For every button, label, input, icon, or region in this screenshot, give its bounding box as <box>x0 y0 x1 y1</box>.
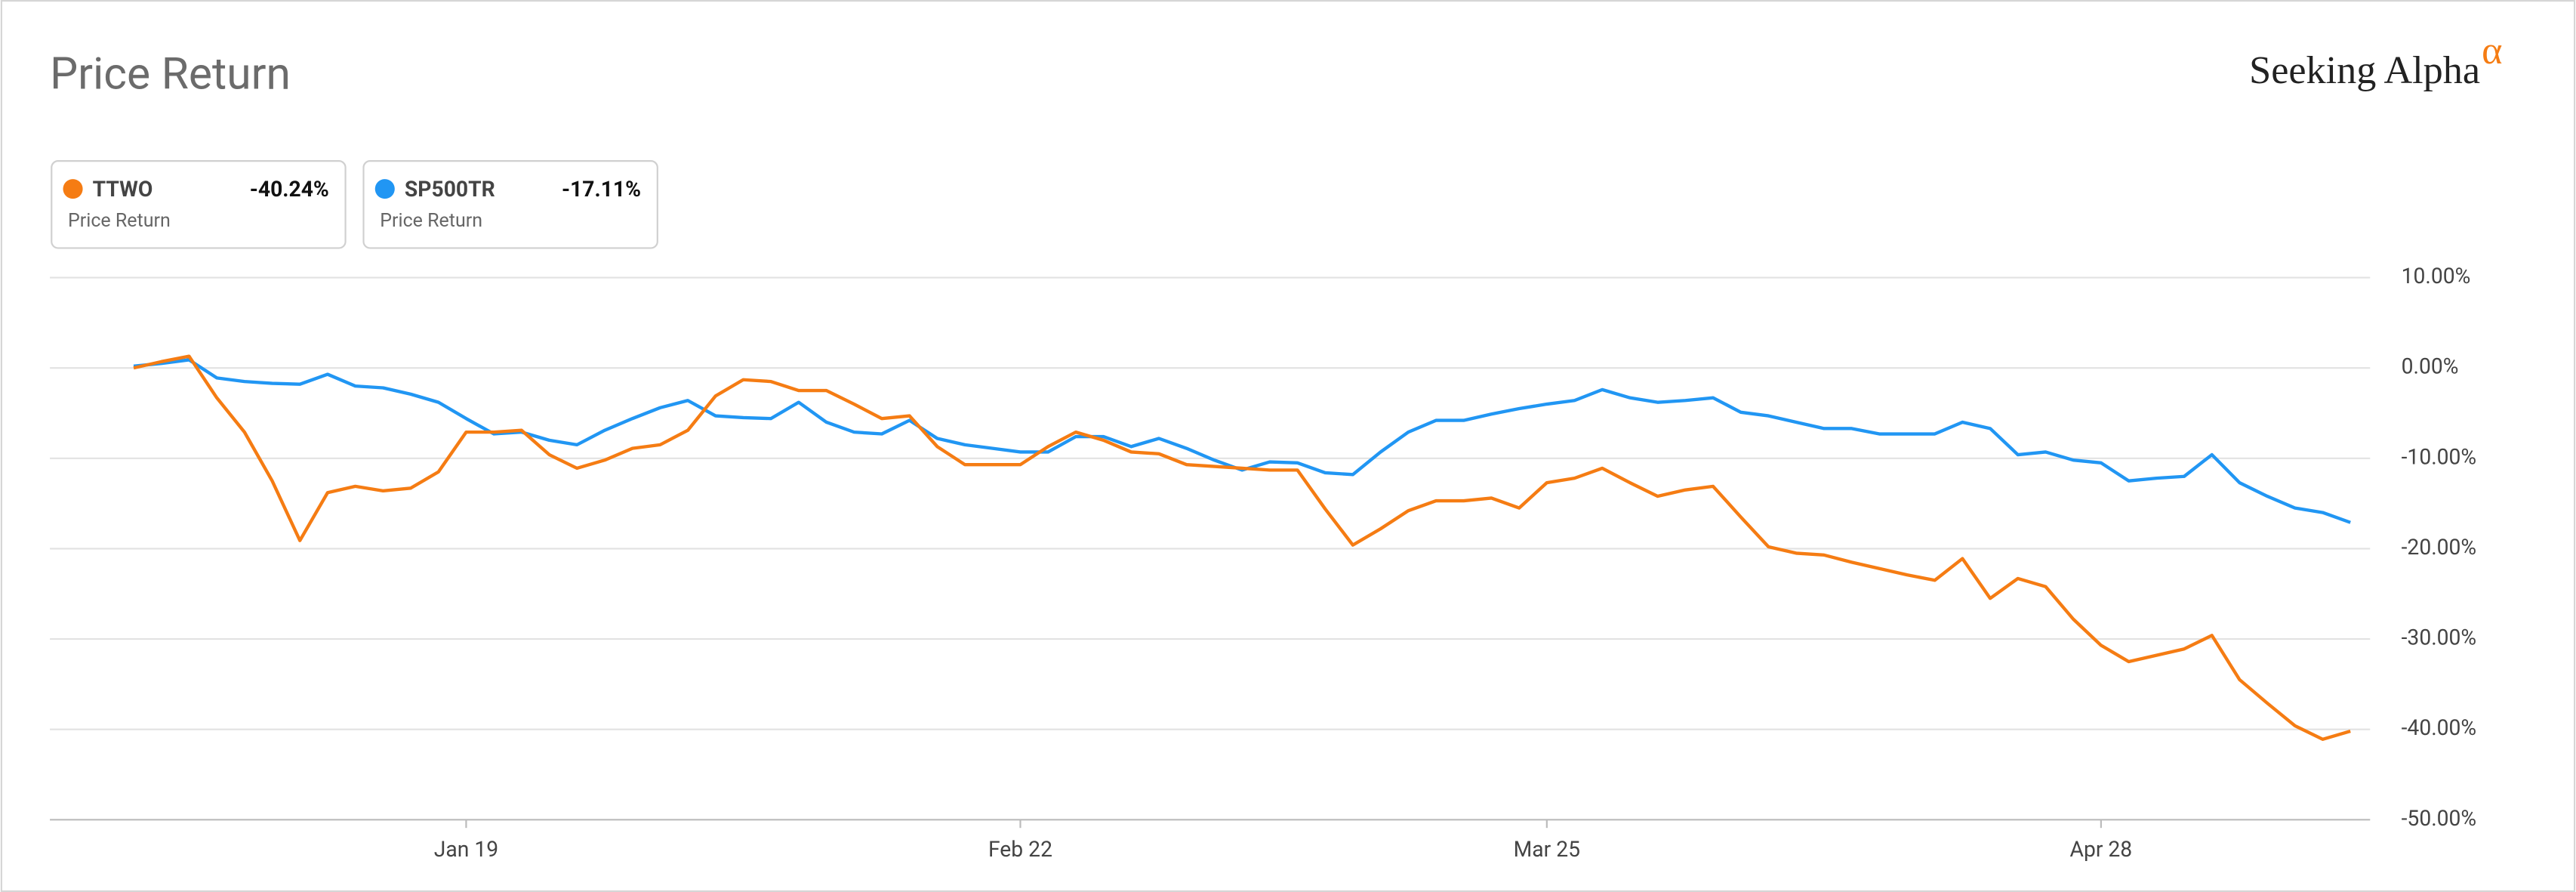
y-tick-label: -30.00% <box>2402 625 2477 650</box>
series-line <box>133 354 2351 742</box>
y-tick-label: 0.00% <box>2402 354 2459 379</box>
legend-label: Price Return <box>68 210 171 232</box>
chart-title: Price Return <box>50 49 291 100</box>
legend-card <box>51 160 347 249</box>
legend-value: -17.11% <box>562 177 641 202</box>
legend-dot <box>374 179 395 199</box>
y-tick-label: -50.00% <box>2402 806 2477 831</box>
legend-name: TTWO <box>93 177 153 202</box>
brand: Seeking Alpha <box>2249 48 2480 92</box>
x-tick-label: Feb 22 <box>988 837 1052 862</box>
legend-label: Price Return <box>380 210 482 232</box>
legend-value: -40.24% <box>250 177 329 202</box>
series-line <box>133 358 2351 524</box>
x-tick-label: Jan 19 <box>434 837 498 862</box>
y-tick-label: -40.00% <box>2402 715 2477 740</box>
y-tick-label: -10.00% <box>2402 444 2477 469</box>
x-tick-label: Apr 28 <box>2070 837 2133 862</box>
y-tick-label: 10.00% <box>2402 264 2471 289</box>
legend-dot <box>63 179 83 199</box>
brand-mark: α <box>2482 29 2502 73</box>
legend-name: SP500TR <box>405 177 495 202</box>
legend-card <box>362 160 658 249</box>
x-tick-label: Mar 25 <box>1514 837 1580 862</box>
y-tick-label: -20.00% <box>2402 535 2477 560</box>
